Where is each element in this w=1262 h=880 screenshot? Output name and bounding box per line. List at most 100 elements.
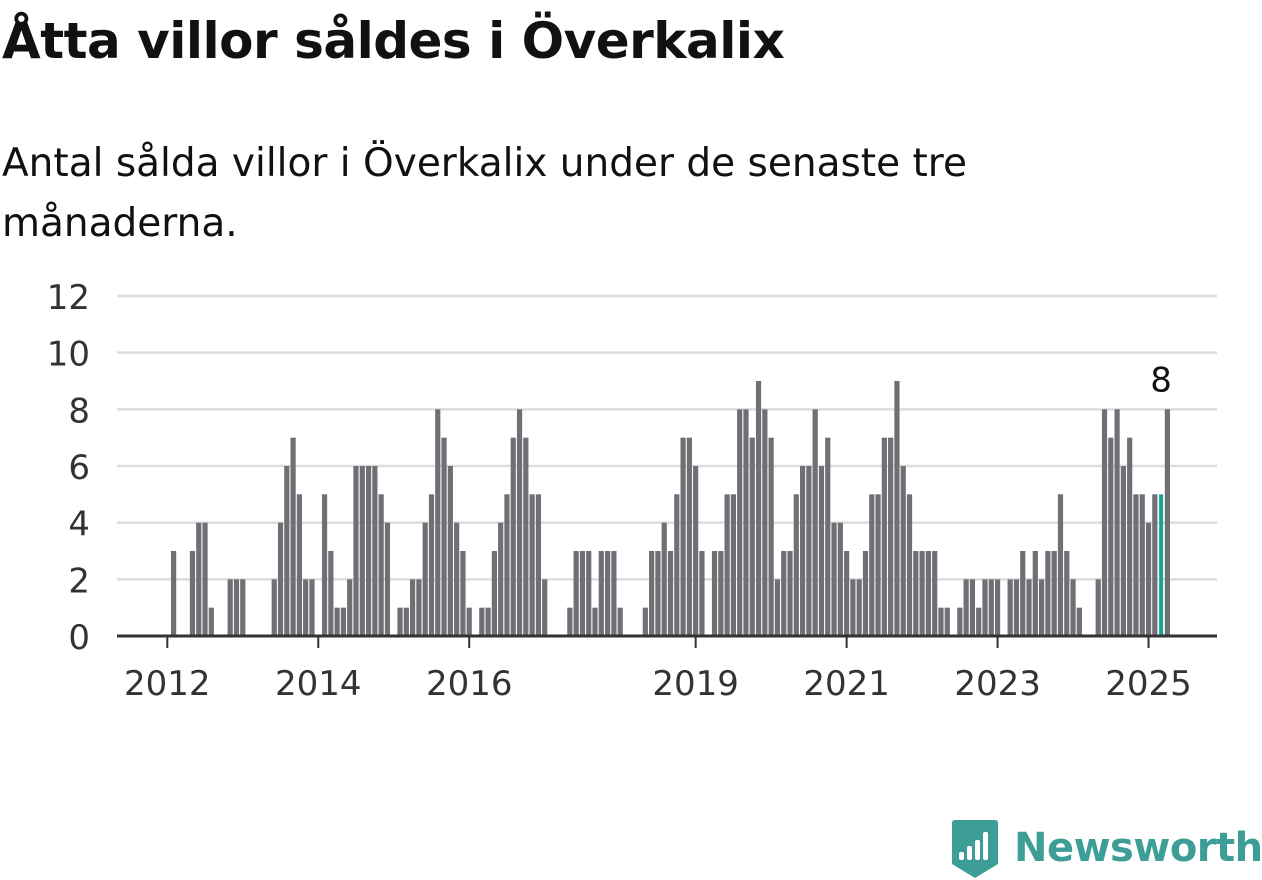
bar	[340, 607, 347, 636]
bar	[1026, 579, 1032, 636]
bar	[862, 551, 869, 636]
bar	[1114, 409, 1120, 636]
bar	[724, 494, 730, 636]
bar	[189, 551, 196, 636]
x-axis	[117, 634, 1217, 648]
bar	[806, 466, 812, 636]
bar	[888, 437, 894, 636]
bar	[837, 522, 843, 636]
bar	[403, 607, 409, 636]
x-tick-label: 2019	[652, 664, 739, 704]
bar	[1032, 551, 1038, 636]
y-tick-label: 12	[47, 278, 90, 318]
bar	[906, 494, 913, 636]
bar	[435, 409, 441, 636]
bar	[787, 551, 793, 636]
bar	[686, 437, 692, 636]
bar	[378, 494, 384, 636]
bar	[900, 466, 906, 636]
bar	[384, 522, 391, 636]
bar	[1070, 579, 1076, 636]
brand-name: Newsworthy	[1014, 825, 1262, 871]
bar	[516, 409, 523, 636]
bar	[781, 551, 787, 636]
bar	[296, 494, 302, 636]
x-tick-label: 2012	[124, 664, 211, 704]
bar	[1020, 551, 1026, 636]
bar	[567, 607, 573, 636]
bar	[774, 579, 781, 636]
bar	[755, 381, 762, 636]
bar	[372, 466, 378, 636]
bar	[693, 466, 699, 636]
bar	[799, 466, 806, 636]
bar	[1152, 494, 1158, 636]
highlight-value-label: 8	[1150, 360, 1172, 400]
y-tick-label: 2	[68, 561, 90, 601]
bar	[856, 579, 862, 636]
bar	[353, 466, 359, 636]
bar	[1127, 437, 1133, 636]
bar	[1007, 579, 1013, 636]
bar	[894, 381, 900, 636]
bar	[743, 409, 749, 636]
bar	[397, 607, 403, 636]
bar	[674, 494, 680, 636]
bar	[737, 409, 743, 636]
bar	[284, 466, 290, 636]
chart-subtitle: Antal sålda villor i Överkalix under de …	[2, 141, 967, 246]
bar	[875, 494, 881, 636]
bar	[1013, 579, 1020, 636]
bar	[925, 551, 931, 636]
bar	[277, 522, 284, 636]
bar	[1164, 409, 1171, 636]
bar	[573, 551, 579, 636]
bar	[919, 551, 925, 636]
bar	[944, 607, 950, 636]
bar	[994, 579, 1001, 636]
bar	[586, 551, 592, 636]
bar	[592, 607, 598, 636]
bar	[240, 579, 246, 636]
bar	[290, 437, 296, 636]
bar	[818, 466, 825, 636]
bars	[170, 381, 1171, 636]
x-tick-label: 2021	[803, 664, 890, 704]
bar	[1051, 551, 1057, 636]
bar	[271, 579, 277, 636]
bar	[881, 437, 887, 636]
bar	[422, 522, 428, 636]
chart-title: Åtta villor såldes i Överkalix	[2, 12, 785, 70]
bar-chart: 0 2 4 6 8 10 12 8 2012 2014 2016 2019 2021 2023 2025	[47, 278, 1217, 704]
bar	[233, 579, 240, 636]
bar	[202, 522, 208, 636]
bar	[365, 466, 372, 636]
bar	[523, 437, 529, 636]
bar	[334, 607, 340, 636]
bar	[982, 579, 988, 636]
bar	[768, 437, 774, 636]
bar	[617, 607, 623, 636]
bar	[1133, 494, 1139, 636]
bar	[1145, 522, 1152, 636]
bar	[957, 607, 963, 636]
bar	[485, 607, 491, 636]
bar	[825, 437, 831, 636]
bar	[1108, 437, 1114, 636]
bar	[611, 551, 617, 636]
bar	[1101, 409, 1108, 636]
bar	[410, 579, 416, 636]
bar	[460, 551, 466, 636]
bar	[227, 579, 233, 636]
bar	[913, 551, 919, 636]
bar	[542, 579, 548, 636]
newsworthy-bar-chart-icon	[952, 820, 998, 878]
bar	[988, 579, 994, 636]
bar	[718, 551, 724, 636]
bar	[321, 494, 328, 636]
bar	[649, 551, 655, 636]
bar	[504, 494, 510, 636]
bar	[680, 437, 686, 636]
bar	[328, 551, 334, 636]
bar	[661, 522, 667, 636]
